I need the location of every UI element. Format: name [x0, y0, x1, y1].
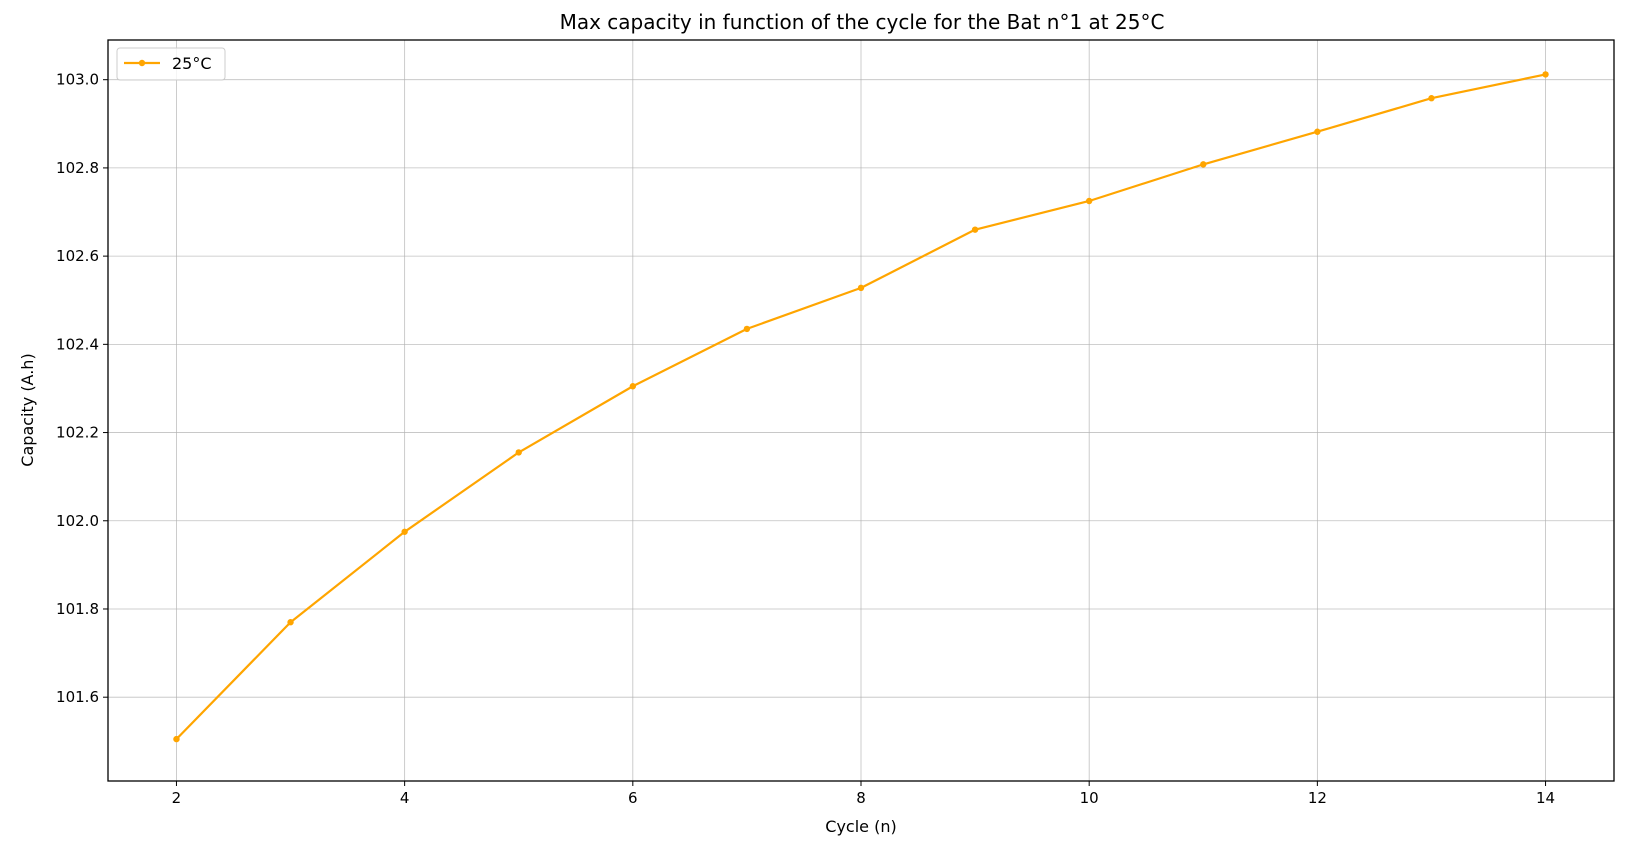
- x-tick-label: 2: [172, 789, 182, 807]
- data-point: [1085, 197, 1093, 205]
- data-point: [857, 284, 865, 292]
- y-tick-label: 101.8: [56, 600, 99, 618]
- x-tick-label: 8: [856, 789, 866, 807]
- data-point: [515, 449, 522, 456]
- data-point: [971, 226, 979, 233]
- x-tick-label: 10: [1080, 789, 1099, 807]
- x-tick-label: 14: [1536, 789, 1555, 807]
- legend: 25°C: [116, 47, 226, 81]
- data-point: [1314, 128, 1321, 135]
- x-axis-title: Cycle (n): [825, 817, 896, 836]
- grid: [108, 40, 1614, 781]
- y-tick-label: 101.6: [56, 688, 99, 706]
- data-point: [743, 325, 751, 333]
- x-tick-label: 6: [628, 789, 638, 807]
- y-tick-label: 102.0: [56, 512, 99, 530]
- x-tick-label: 12: [1308, 789, 1327, 807]
- series-layer: [173, 71, 1549, 743]
- data-point: [1200, 161, 1207, 168]
- data-point: [401, 528, 408, 535]
- y-tick-label: 102.2: [56, 424, 99, 442]
- data-point: [1428, 95, 1435, 102]
- y-tick-label: 103.0: [56, 71, 99, 89]
- legend-marker-swatch: [138, 59, 146, 67]
- chart-title: Max capacity in function of the cycle fo…: [560, 10, 1165, 34]
- y-tick-label: 102.4: [56, 335, 99, 353]
- data-point: [173, 735, 180, 743]
- data-point: [1542, 71, 1549, 78]
- y-axis-title: Capacity (A.h): [18, 353, 37, 466]
- legend-label: 25°C: [172, 54, 212, 73]
- x-tick-label: 4: [400, 789, 410, 807]
- legend-box: [116, 47, 226, 81]
- data-point: [629, 383, 637, 390]
- y-tick-label: 102.6: [56, 247, 99, 265]
- ticks: 2 4 6 8 10 12 14 101.6 101.8 102.0 102.2 102.4 102.6…: [56, 71, 1555, 807]
- y-tick-label: 102.8: [56, 159, 99, 177]
- data-point: [287, 619, 294, 626]
